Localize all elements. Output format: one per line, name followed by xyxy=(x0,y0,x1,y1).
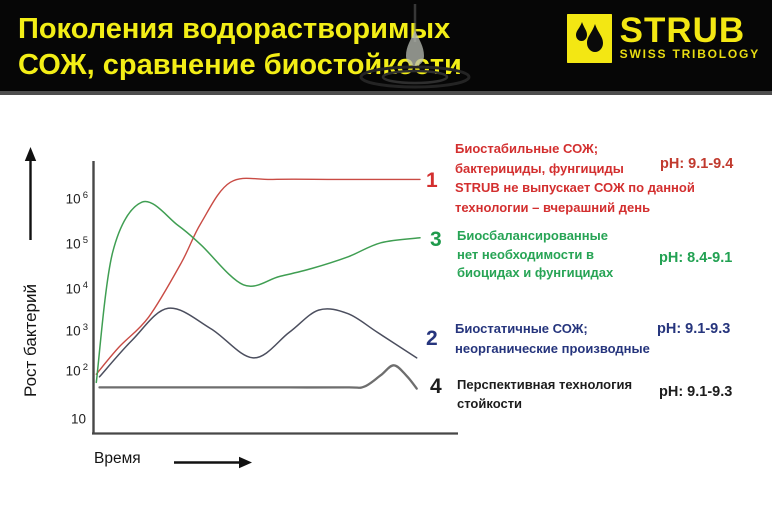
legend-line: бактерициды, фунгициды xyxy=(455,160,624,176)
curve-1 xyxy=(95,177,421,375)
ph-value-2: pH: 9.1-9.3 xyxy=(657,321,731,337)
ph-value-1: pH: 9.1-9.4 xyxy=(660,156,734,172)
legend-line: нет необходимости в xyxy=(457,246,594,262)
legend-line: биоцидах и фунгицидах xyxy=(457,265,614,280)
legend-line: Биосбалансированные xyxy=(457,228,608,243)
y-tick-10: 10 xyxy=(70,411,86,427)
strub-logo-name: STRUB xyxy=(619,11,746,50)
curve-2 xyxy=(98,307,418,378)
chart-curves xyxy=(95,177,421,390)
x-axis-arrow-icon xyxy=(174,456,252,469)
slide-header: Поколения водорастворимых СОЖ, сравнение… xyxy=(0,0,772,95)
legend-item-biostable: Биостабильные СОЖ; бактерициды, фунгицид… xyxy=(455,139,695,217)
curve-label-3: 3 xyxy=(430,228,442,251)
curve-3 xyxy=(95,200,421,384)
legend-line: технологии – вчерашний день xyxy=(455,199,651,215)
y-tick-1e2: 10 2 xyxy=(65,362,88,379)
page-title-line2: СОЖ, сравнение биостойкости xyxy=(18,49,462,81)
y-tick-1e6: 10 6 xyxy=(65,190,88,207)
legend-line: Биостатичные СОЖ; xyxy=(455,321,588,336)
strub-logo: STRUB SWISS TRIBOLOGY xyxy=(566,11,760,63)
y-tick-1e5: 10 5 xyxy=(65,235,88,252)
strub-logo-tagline: SWISS TRIBOLOGY xyxy=(619,47,760,61)
ph-value-4: pH: 9.1-9.3 xyxy=(659,384,733,400)
x-axis-label: Время xyxy=(94,450,141,467)
strub-drop-icon xyxy=(566,14,612,63)
curve-label-4: 4 xyxy=(430,375,442,398)
strub-logo-text: STRUB SWISS TRIBOLOGY xyxy=(619,11,760,61)
y-axis-label: Рост бактерий xyxy=(21,284,40,397)
legend-line: Биостабильные СОЖ; xyxy=(455,141,599,156)
y-axis-arrow-icon xyxy=(24,147,37,240)
curve-label-1: 1 xyxy=(426,169,438,192)
legend-item-perspective: Перспективная технология стойкости xyxy=(457,376,632,413)
y-tick-1e3: 10 3 xyxy=(65,322,88,339)
ph-value-3: pH: 8.4-9.1 xyxy=(659,250,733,266)
legend-line: STRUB не выпускает СОЖ по данной xyxy=(455,180,695,195)
legend-line: неорганические производные xyxy=(455,341,650,356)
water-drop-image xyxy=(359,4,471,89)
legend-line: Перспективная технология xyxy=(457,377,633,392)
legend-line: стойкости xyxy=(457,395,523,411)
y-tick-1e4: 10 4 xyxy=(65,280,88,297)
curve-label-2: 2 xyxy=(426,327,438,350)
legend-item-biostatic: Биостатичные СОЖ; неорганические произво… xyxy=(455,319,650,359)
page-title-line1: Поколения водорастворимых xyxy=(18,13,451,45)
legend-item-biobalanced: Биосбалансированные нет необходимости в … xyxy=(457,227,613,283)
curve-4 xyxy=(98,364,418,390)
page-title: Поколения водорастворимых СОЖ, сравнение… xyxy=(18,11,462,83)
